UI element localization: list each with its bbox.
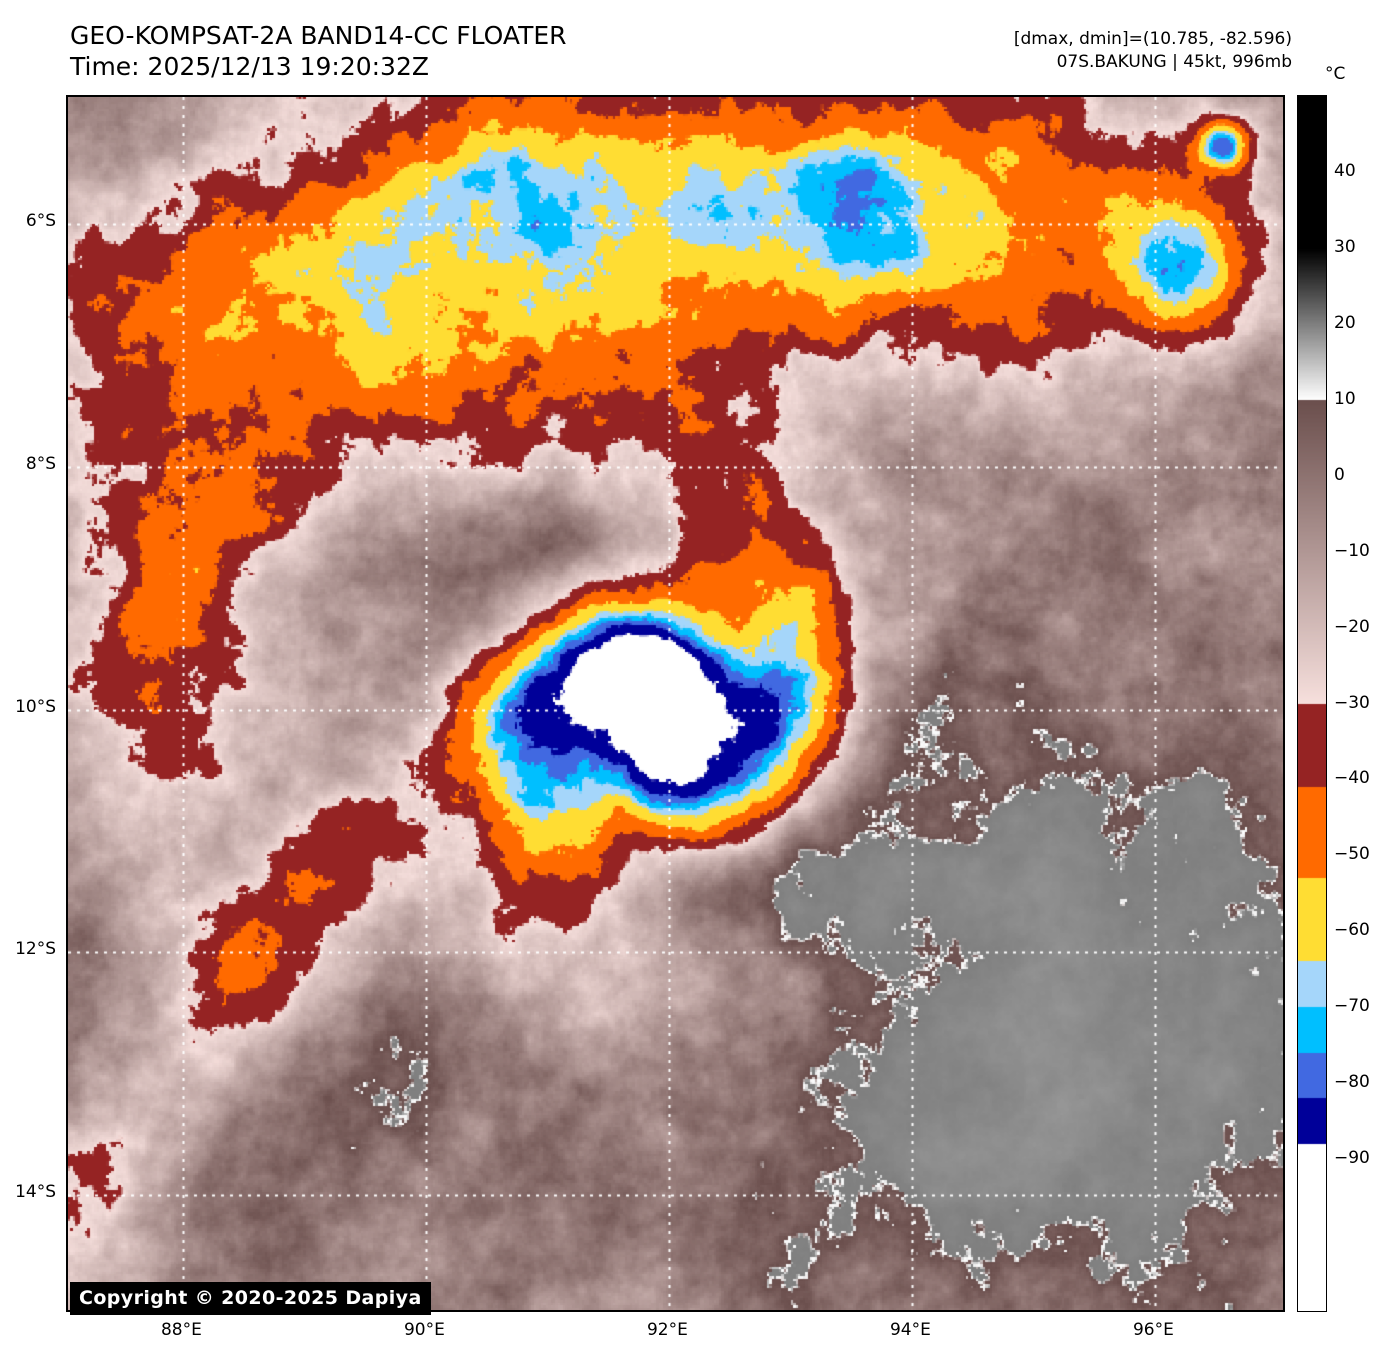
colorbar[interactable] (1297, 95, 1327, 1312)
colorbar-gradient (1298, 96, 1326, 1311)
x-tick-2: 92°E (646, 1320, 688, 1340)
colorbar-tick-1: 30 (1334, 236, 1356, 257)
timestamp-label: Time: 2025/12/13 19:20:32Z (70, 52, 429, 81)
title-block: GEO-KOMPSAT-2A BAND14-CC FLOATER Time: 2… (70, 20, 567, 82)
colorbar-tick-10: −60 (1334, 920, 1370, 941)
colorbar-tick-7: −30 (1334, 692, 1370, 713)
colorbar-tick-3: 10 (1334, 388, 1356, 409)
x-tick-4: 96°E (1132, 1320, 1174, 1340)
colorbar-tick-2: 20 (1334, 312, 1356, 333)
satellite-imagery-canvas (68, 97, 1283, 1310)
colorbar-tick-9: −50 (1334, 844, 1370, 865)
colorbar-tick-4: 0 (1334, 464, 1345, 485)
colorbar-unit-label: °C (1325, 64, 1346, 84)
y-tick-1: 8°S (25, 453, 56, 474)
y-tick-3: 12°S (15, 939, 56, 960)
y-tick-4: 14°S (15, 1181, 56, 1202)
dmax-dmin-label: [dmax, dmin]=(10.785, -82.596) (1013, 29, 1292, 49)
colorbar-tick-8: −40 (1334, 768, 1370, 789)
metadata-block: [dmax, dmin]=(10.785, -82.596) 07S.BAKUN… (1014, 28, 1292, 74)
y-tick-0: 6°S (25, 211, 56, 232)
y-tick-2: 10°S (15, 696, 56, 717)
colorbar-tick-0: 40 (1334, 160, 1356, 181)
satellite-image-plot[interactable] (66, 95, 1285, 1312)
colorbar-tick-12: −80 (1334, 1072, 1370, 1093)
x-tick-3: 94°E (889, 1320, 931, 1340)
colorbar-tick-5: −10 (1334, 540, 1370, 561)
colorbar-tick-6: −20 (1334, 616, 1370, 637)
colorbar-tick-13: −90 (1334, 1148, 1370, 1169)
storm-info-label: 07S.BAKUNG | 45kt, 996mb (1056, 52, 1292, 72)
x-tick-1: 90°E (403, 1320, 445, 1340)
x-tick-0: 88°E (160, 1320, 202, 1340)
colorbar-tick-11: −70 (1334, 996, 1370, 1017)
copyright-watermark: Copyright © 2020-2025 Dapiya (70, 1282, 431, 1315)
page-title: GEO-KOMPSAT-2A BAND14-CC FLOATER (70, 21, 567, 50)
